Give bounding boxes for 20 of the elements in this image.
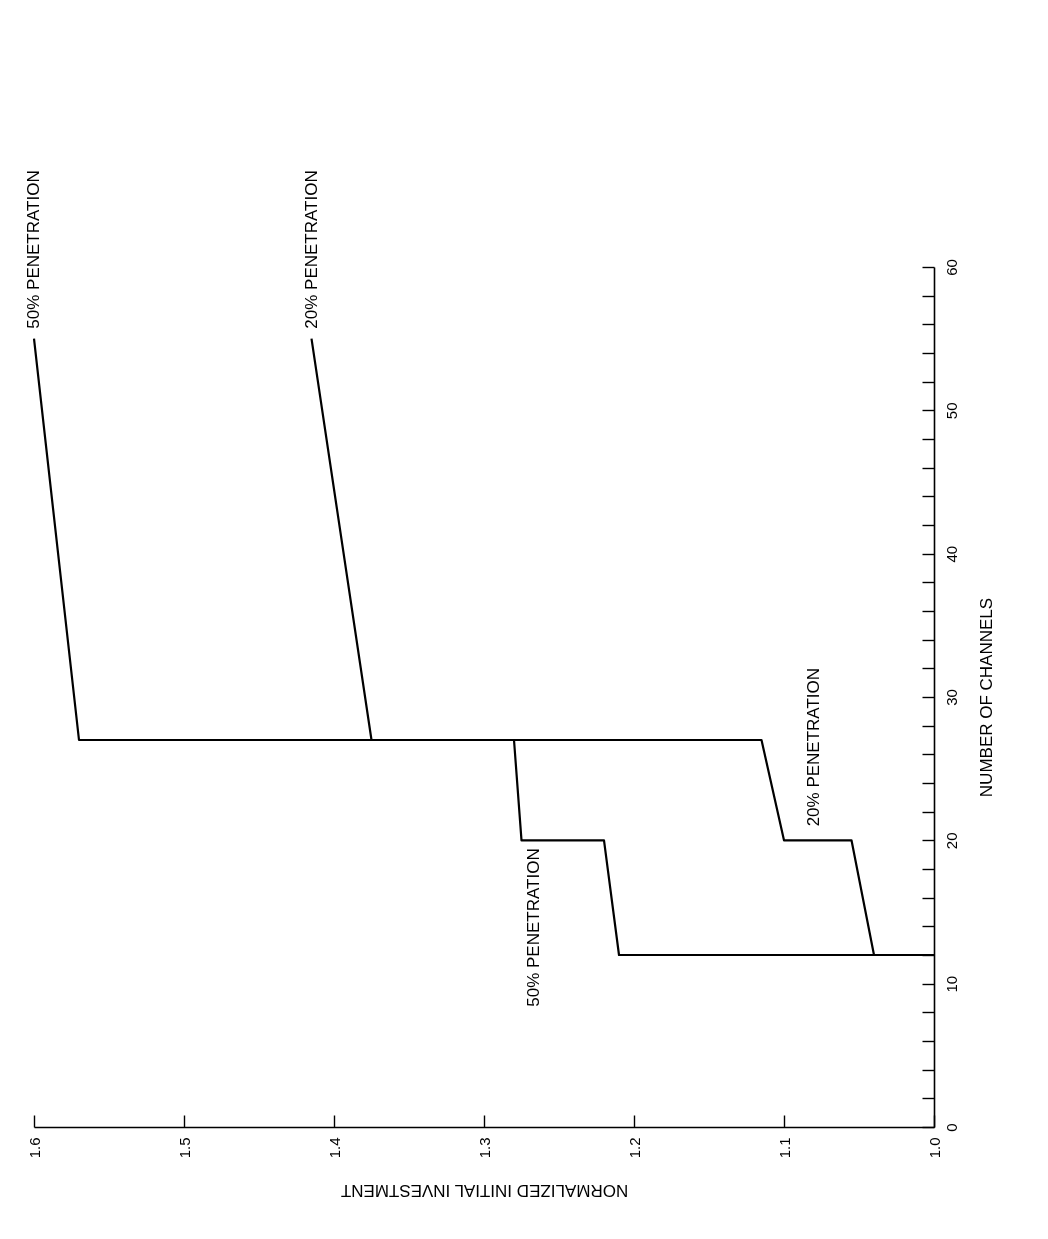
y-tick-label: 10 [942,975,960,993]
x-tick-label: 1.1 [775,1137,793,1159]
text: 20% PENETRATION [301,170,321,329]
y-tick-label: 0 [942,1123,960,1132]
text: 50% PENETRATION [523,848,543,1007]
y-tick-label: 60 [942,259,960,276]
x-tick-label: 1.0 [925,1137,943,1159]
y-tick-label: 50 [942,402,960,420]
y-axis-title: NUMBER OF CHANNELS [976,597,996,798]
x-tick-label: 1.5 [175,1137,193,1159]
y-tick-label: 40 [942,545,960,563]
x-tick-label: 1.2 [625,1137,643,1159]
x-tick-label: 1.3 [475,1137,493,1159]
x-axis-title: NORMALIZED INITIAL INVESTMENT [340,1181,629,1201]
text: 50% PENETRATION [24,170,43,329]
x-tick-label: 1.4 [325,1137,343,1159]
y-tick-label: 20 [942,832,960,850]
text: 20% PENETRATION [804,667,823,827]
y-tick-label: 30 [942,689,960,706]
x-tick-label: 1.6 [25,1137,43,1159]
